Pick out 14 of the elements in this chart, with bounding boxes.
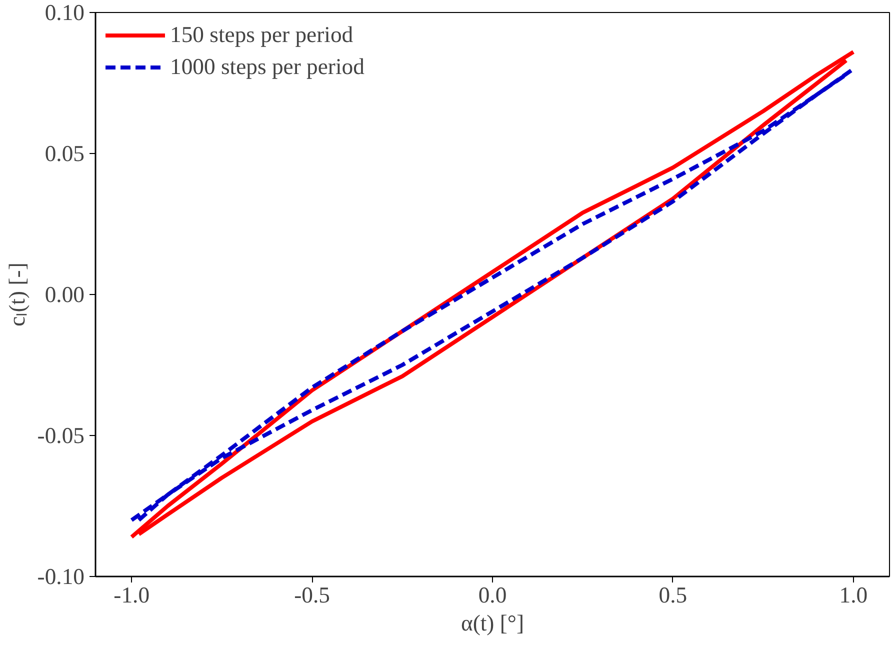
y-tick-label: -0.05 <box>37 423 85 448</box>
x-axis-title: α(t) [°] <box>460 610 524 636</box>
legend-label: 150 steps per period <box>170 22 354 48</box>
y-tick-label: 0.00 <box>44 282 85 307</box>
x-tick-label: 1.0 <box>839 582 868 608</box>
x-tick-label: 0.0 <box>478 582 507 608</box>
y-tick-label: 0.05 <box>44 141 85 166</box>
y-tick-label: 0.10 <box>44 0 85 25</box>
x-tick-label: -1.0 <box>114 582 150 608</box>
y-tick-label: -0.10 <box>37 564 85 589</box>
y-axis-title: cₗ(t) [-] <box>4 262 30 326</box>
x-tick-label: -0.5 <box>294 582 330 608</box>
x-tick-label: 0.5 <box>658 582 688 608</box>
legend-label: 1000 steps per period <box>170 54 364 80</box>
